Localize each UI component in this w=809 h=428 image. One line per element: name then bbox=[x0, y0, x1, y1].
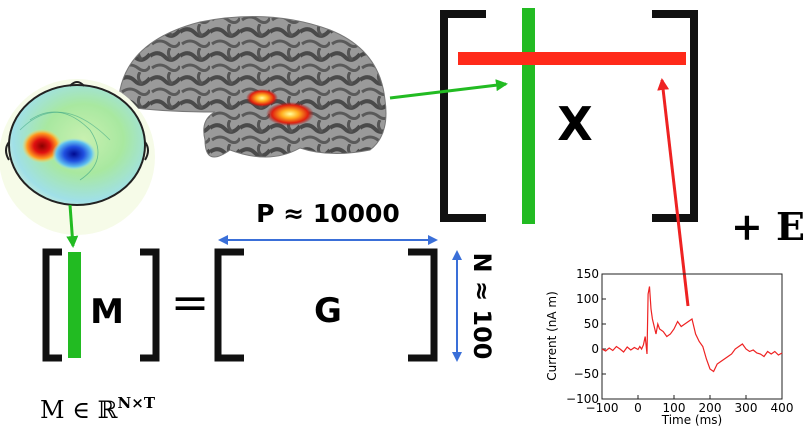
x-right-bracket bbox=[652, 10, 698, 222]
noise-term: + E bbox=[731, 204, 805, 249]
y-tick-label: 0 bbox=[591, 342, 599, 356]
x-row-highlight bbox=[458, 52, 686, 65]
source-timecourse-plot: −100 0 100 200 300 400 −100 −50 0 50 100 150 Time (… bbox=[545, 267, 793, 427]
m-column-highlight bbox=[68, 252, 81, 358]
m-domain-statement: M ∈ ℝN×T bbox=[40, 394, 156, 424]
y-tick-label: −50 bbox=[574, 367, 599, 381]
right-ear-icon bbox=[144, 141, 149, 161]
activation-blob-lower bbox=[266, 102, 314, 126]
nose-icon bbox=[69, 81, 85, 87]
plot-ylabel: Current (nA m) bbox=[545, 291, 559, 381]
svg-text:M ∈ ℝN×T: M ∈ ℝN×T bbox=[40, 394, 156, 424]
equals-sign: = bbox=[171, 275, 210, 329]
brain-cortex-image bbox=[119, 16, 387, 158]
x-tick-label: 100 bbox=[663, 401, 686, 415]
x-tick-label: −100 bbox=[586, 401, 619, 415]
x-label: X bbox=[557, 97, 592, 151]
m-left-bracket bbox=[42, 248, 62, 362]
x-tick-label: 200 bbox=[699, 401, 722, 415]
brain-to-x-arrow bbox=[389, 79, 508, 100]
matrix-m: M bbox=[42, 248, 160, 362]
topo-to-m-arrow bbox=[66, 204, 79, 248]
m-label: M bbox=[90, 292, 124, 332]
x-column-highlight bbox=[522, 8, 535, 224]
topo-negative-pole bbox=[52, 138, 96, 170]
x-tick-label: 400 bbox=[771, 401, 794, 415]
activation-blob-upper bbox=[246, 89, 278, 107]
m-domain-superscript: N×T bbox=[118, 394, 156, 412]
n-dimension-label: N ≈ 100 bbox=[468, 252, 496, 359]
series-line bbox=[601, 286, 783, 373]
g-label: G bbox=[314, 291, 342, 331]
x-left-bracket bbox=[440, 10, 486, 222]
y-tick-label: 150 bbox=[576, 267, 599, 281]
matrix-x: X bbox=[440, 8, 698, 224]
x-tick-label: 300 bbox=[735, 401, 758, 415]
g-left-bracket bbox=[214, 248, 244, 362]
y-tick-label: 100 bbox=[576, 292, 599, 306]
timecourse-to-row-arrow bbox=[657, 78, 690, 307]
g-right-bracket bbox=[408, 248, 438, 362]
x-tick-label: 0 bbox=[634, 401, 642, 415]
p-dimension-label: P ≈ 10000 bbox=[256, 199, 400, 228]
y-tick-label: −100 bbox=[566, 392, 599, 406]
m-domain-text: M ∈ ℝ bbox=[40, 396, 119, 424]
topo-positive-pole bbox=[22, 129, 62, 163]
plot-frame bbox=[601, 273, 783, 400]
y-tick-label: 50 bbox=[584, 317, 599, 331]
left-ear-icon bbox=[5, 141, 10, 161]
m-right-bracket bbox=[140, 248, 160, 362]
matrix-g: G bbox=[214, 248, 438, 362]
eeg-topomap-head bbox=[0, 79, 155, 235]
plot-xlabel: Time (ms) bbox=[661, 413, 723, 427]
